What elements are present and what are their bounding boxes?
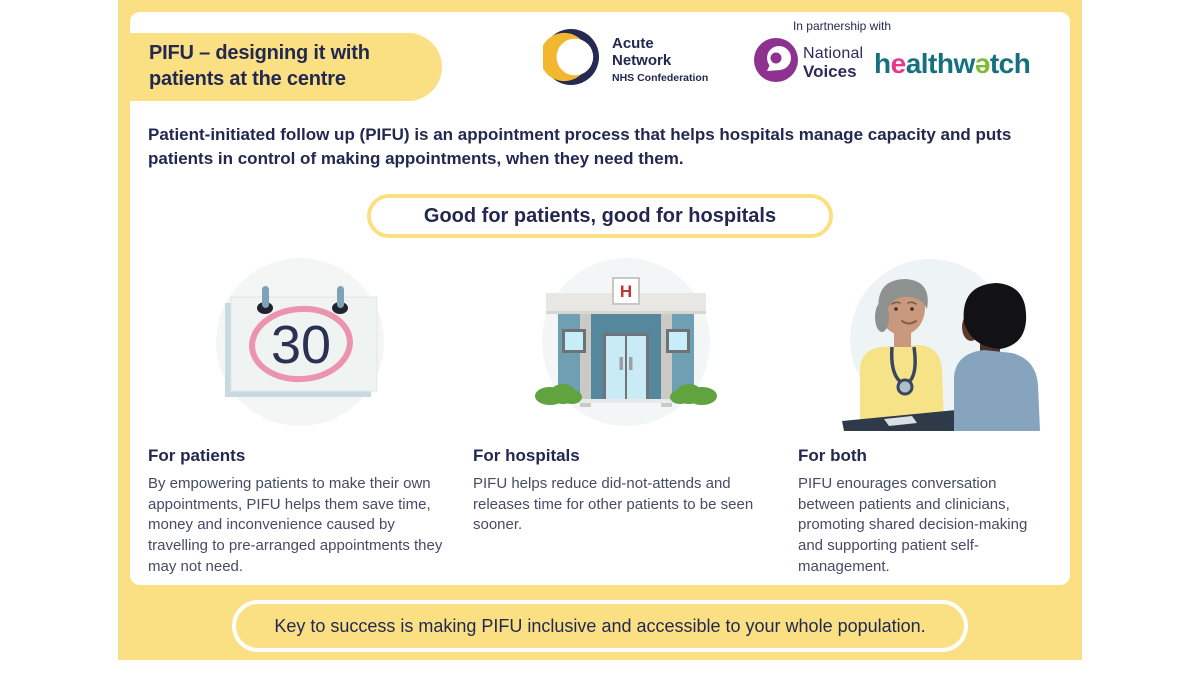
hw-part4: ə <box>974 48 991 79</box>
banner-text: Good for patients, good for hospitals <box>423 204 777 227</box>
column-patients: 30 For patients By empowering patients t… <box>148 252 453 577</box>
hw-part1: h <box>874 48 891 79</box>
calendar-illustration: 30 <box>148 252 453 432</box>
partnership-block: In partnership with National Voices <box>752 19 932 87</box>
hospital-sign-letter: H <box>619 282 631 301</box>
columns: 30 For patients By empowering patients t… <box>148 252 1052 577</box>
acute-line3: NHS Confederation <box>612 72 709 85</box>
national-voices-bubble-icon <box>754 38 798 87</box>
clinician-patient-illustration <box>798 252 1053 432</box>
column-hospitals: H <box>473 252 778 577</box>
hw-part5: tch <box>989 48 1031 79</box>
acute-line1: Acute <box>612 34 654 52</box>
national-voices-logo: National Voices <box>754 38 932 87</box>
hw-part3: althw <box>905 48 976 79</box>
partnership-label: In partnership with <box>792 19 892 33</box>
healthwatch-logo: healthwətch <box>874 48 1031 80</box>
column-heading: For both <box>798 446 867 465</box>
hospital-icon: H <box>534 258 717 426</box>
banner-pill: Good for patients, good for hospitals <box>367 194 833 238</box>
column-heading: For patients <box>148 446 246 465</box>
footer-pill: Key to success is making PIFU inclusive … <box>232 600 968 652</box>
column-both: For both PIFU enourages conversation bet… <box>798 252 1053 577</box>
column-body: PIFU enourages conversation between pati… <box>798 475 1028 575</box>
page-title: PIFU – designing it with patients at the… <box>149 42 370 90</box>
column-heading: For hospitals <box>473 446 580 465</box>
acute-line2: Network <box>612 52 672 69</box>
hospital-illustration: H <box>473 252 778 432</box>
national-voices-wordmark: National Voices <box>803 44 864 81</box>
acute-network-wordmark: Acute Network NHS Confederation <box>612 35 708 85</box>
clinician-patient-icon <box>842 259 1040 431</box>
content-card: PIFU – designing it with patients at the… <box>130 12 1070 585</box>
column-body: By empowering patients to make their own… <box>148 475 443 575</box>
acute-network-crescent-icon <box>540 29 599 90</box>
acute-network-logo: Acute Network NHS Confederation <box>540 29 708 90</box>
intro-text: Patient-initiated follow up (PIFU) is an… <box>148 125 1012 168</box>
nv-line2: Voices <box>803 61 857 81</box>
calendar-day: 30 <box>271 315 331 375</box>
yellow-frame: PIFU – designing it with patients at the… <box>118 0 1082 660</box>
nv-line1: National <box>803 44 864 62</box>
hw-part2: e <box>890 48 907 79</box>
calendar-icon: 30 <box>216 258 384 426</box>
column-body: PIFU helps reduce did-not-attends and re… <box>473 475 754 534</box>
footer-text: Key to success is making PIFU inclusive … <box>274 615 926 636</box>
title-pill: PIFU – designing it with patients at the… <box>130 33 442 101</box>
